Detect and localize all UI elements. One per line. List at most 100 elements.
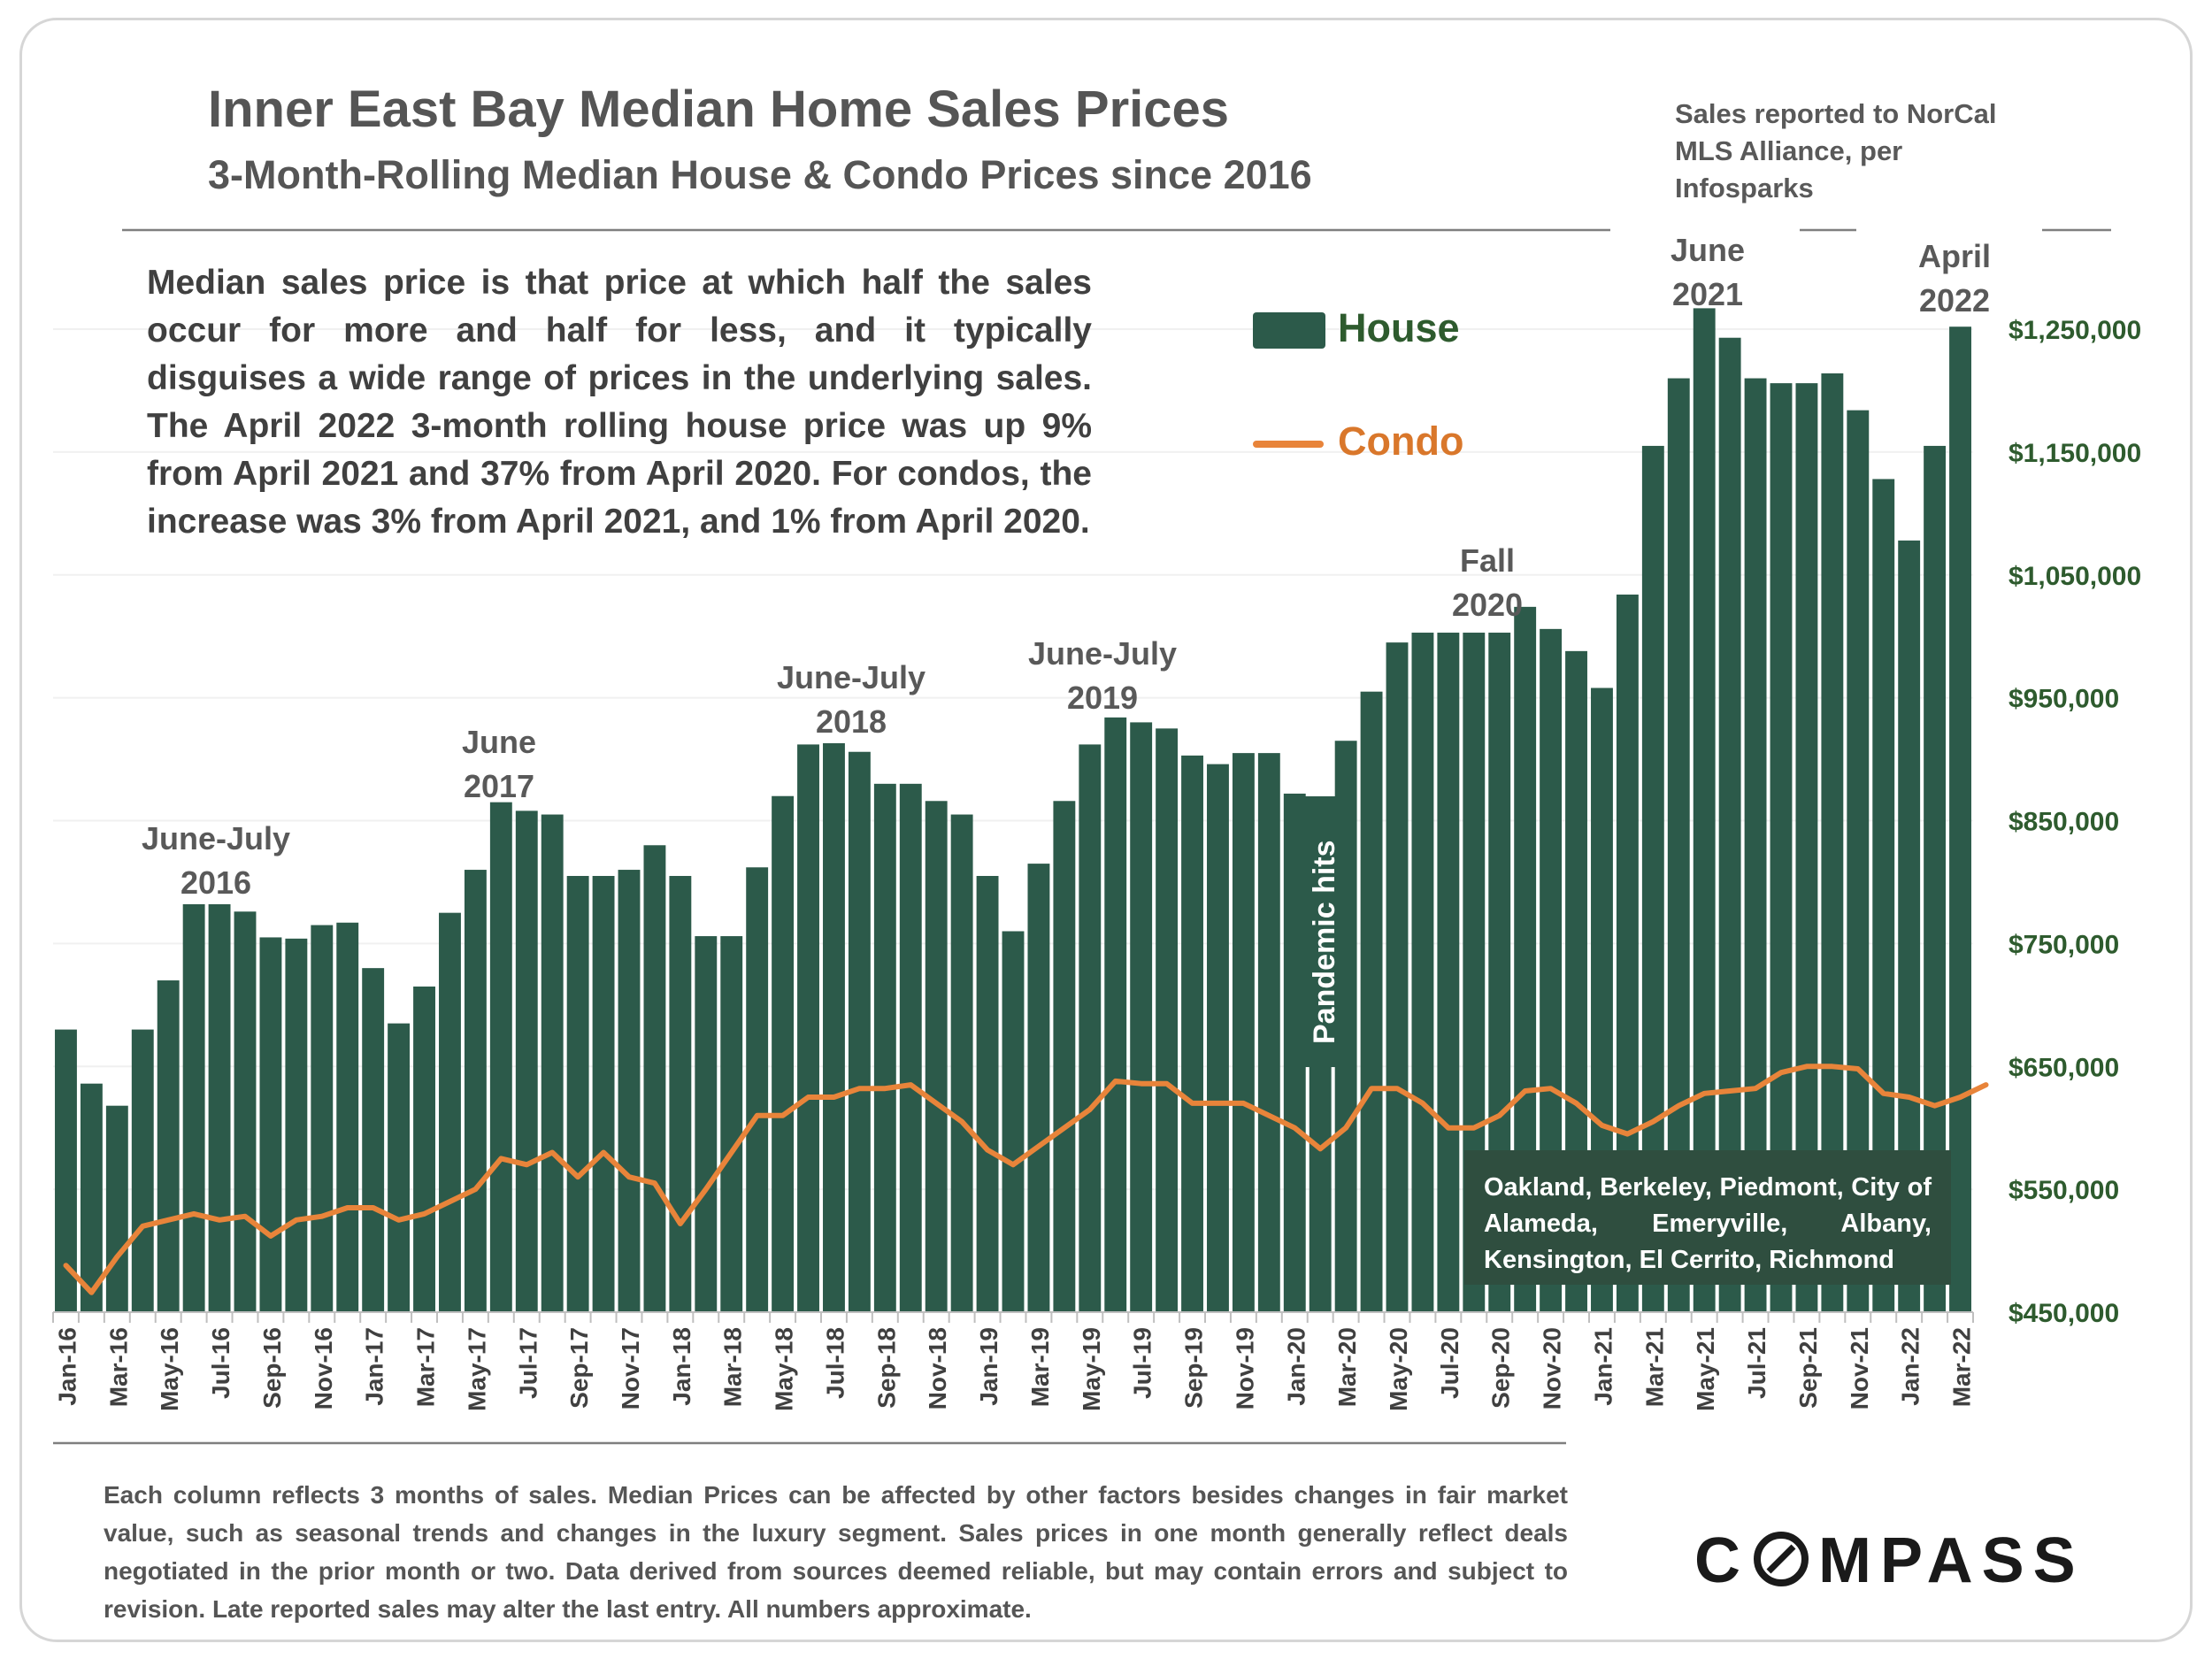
house-bar xyxy=(541,814,564,1312)
house-bar xyxy=(772,795,795,1312)
annotation-label: Fall xyxy=(1460,542,1515,579)
annotation-label: June xyxy=(1671,232,1745,268)
annotation-label: 2022 xyxy=(1919,282,1990,319)
house-bar xyxy=(1156,728,1179,1312)
chart-title: Inner East Bay Median Home Sales Prices xyxy=(208,81,1230,138)
compass-logo-needle xyxy=(1766,1544,1796,1574)
annotation-label: June-July xyxy=(777,659,926,695)
compass-logo-text: C xyxy=(1694,1525,1749,1594)
house-bar xyxy=(413,986,435,1312)
x-axis-labels: Jan-16 Mar-16 May-16 Jul-16 Sep-16 Nov-16 Jan-… xyxy=(54,1327,1976,1411)
x-tick-label: Mar-18 xyxy=(719,1327,747,1407)
condo-line xyxy=(63,1064,1989,1295)
house-bar xyxy=(464,870,487,1312)
x-tick-label: Mar-21 xyxy=(1640,1327,1668,1407)
y-tick-label: $750,000 xyxy=(2008,930,2119,959)
x-tick-label: Sep-17 xyxy=(565,1327,593,1409)
areas-note: Oakland, Berkeley, Piedmont, City of Ala… xyxy=(1464,1150,1951,1285)
house-bar xyxy=(1693,308,1716,1312)
house-bar xyxy=(157,980,180,1312)
peak-annotations: June-July 2016 June 2017 June-July 2018 June-J… xyxy=(142,232,1991,901)
house-bar xyxy=(234,911,257,1312)
house-bar xyxy=(1104,717,1127,1312)
x-tick-label: Jan-16 xyxy=(54,1327,81,1406)
x-tick-label: Mar-19 xyxy=(1026,1327,1054,1407)
x-tick-label: May-16 xyxy=(156,1327,183,1411)
house-bar xyxy=(1130,722,1153,1312)
annotation-label: 2020 xyxy=(1452,587,1523,623)
x-tick-label: Nov-20 xyxy=(1539,1327,1566,1409)
y-tick-label: $1,050,000 xyxy=(2008,562,2141,591)
x-tick-label: Jul-21 xyxy=(1743,1327,1770,1399)
compass-logo-o xyxy=(1754,1532,1809,1586)
x-tick-label: Jan-22 xyxy=(1897,1327,1924,1406)
x-tick-label: Jan-21 xyxy=(1590,1327,1617,1406)
x-tick-label: Nov-16 xyxy=(310,1327,337,1409)
house-bar xyxy=(1079,744,1102,1312)
house-bar xyxy=(695,936,718,1312)
footnote: Each column reflects 3 months of sales. … xyxy=(104,1481,1568,1623)
house-bar xyxy=(925,801,948,1312)
annotation-label: June-July xyxy=(1028,635,1177,672)
source-note: Sales reported to NorCal MLS Alliance, p… xyxy=(1675,98,1997,204)
x-tick-label: Jul-17 xyxy=(514,1327,541,1399)
x-tick-label: Sep-16 xyxy=(258,1327,286,1409)
y-tick-label: $450,000 xyxy=(2008,1299,2119,1328)
legend-condo-label: Condo xyxy=(1338,419,1464,464)
house-bar xyxy=(259,937,282,1312)
x-tick-label: May-18 xyxy=(771,1327,798,1411)
house-bar xyxy=(1437,633,1460,1312)
house-bar xyxy=(1949,326,1971,1312)
annotation-label: 2017 xyxy=(464,768,534,804)
house-bar xyxy=(182,903,205,1312)
x-tick-label: May-21 xyxy=(1692,1327,1719,1411)
house-bar xyxy=(618,870,641,1312)
x-tick-label: Mar-17 xyxy=(412,1327,440,1407)
house-bar xyxy=(439,912,461,1312)
x-tick-label: Jul-19 xyxy=(1129,1327,1156,1399)
house-bar xyxy=(1181,755,1203,1312)
house-bar xyxy=(362,968,385,1312)
house-bar xyxy=(285,938,308,1312)
house-bar xyxy=(208,903,231,1312)
house-bar xyxy=(643,845,666,1312)
house-bar xyxy=(848,751,871,1312)
house-bar xyxy=(1718,337,1741,1313)
pandemic-marker xyxy=(1297,796,1347,1067)
x-tick-label: Jan-19 xyxy=(975,1327,1002,1406)
x-tick-label: May-19 xyxy=(1078,1327,1105,1411)
house-bar xyxy=(566,875,589,1312)
house-bar xyxy=(899,783,922,1312)
x-tick-label: Sep-21 xyxy=(1794,1327,1822,1409)
x-tick-label: Nov-18 xyxy=(924,1327,951,1409)
house-bar xyxy=(1386,642,1409,1312)
x-tick-label: Jul-20 xyxy=(1436,1327,1463,1399)
house-bar xyxy=(669,875,692,1312)
house-bar xyxy=(592,875,615,1312)
pandemic-label: Pandemic hits xyxy=(1308,840,1341,1044)
legend-house-swatch xyxy=(1253,312,1325,349)
house-bar xyxy=(311,925,334,1312)
y-tick-label: $550,000 xyxy=(2008,1176,2119,1205)
house-bar xyxy=(80,1083,103,1312)
house-bar xyxy=(873,783,896,1312)
annotation-label: 2016 xyxy=(180,864,251,901)
x-tick-label: Jul-16 xyxy=(207,1327,234,1399)
house-bar xyxy=(489,802,512,1312)
house-bar xyxy=(976,875,999,1312)
x-tick-label: Sep-20 xyxy=(1487,1327,1515,1409)
house-bar xyxy=(388,1023,411,1312)
house-bar xyxy=(797,744,819,1312)
house-bar xyxy=(823,743,845,1312)
house-bar xyxy=(720,936,743,1312)
house-bar xyxy=(1207,764,1229,1312)
description-text: Median sales price is that price at whic… xyxy=(147,264,1092,541)
annotation-label: 2019 xyxy=(1067,680,1138,716)
annotation-label: 2018 xyxy=(816,703,887,740)
x-tick-label: Jan-18 xyxy=(668,1327,695,1406)
compass-logo-rest: MPASS xyxy=(1818,1525,2085,1594)
house-bar xyxy=(131,1029,154,1312)
house-bar xyxy=(1232,753,1255,1312)
y-tick-label: $1,250,000 xyxy=(2008,316,2141,345)
